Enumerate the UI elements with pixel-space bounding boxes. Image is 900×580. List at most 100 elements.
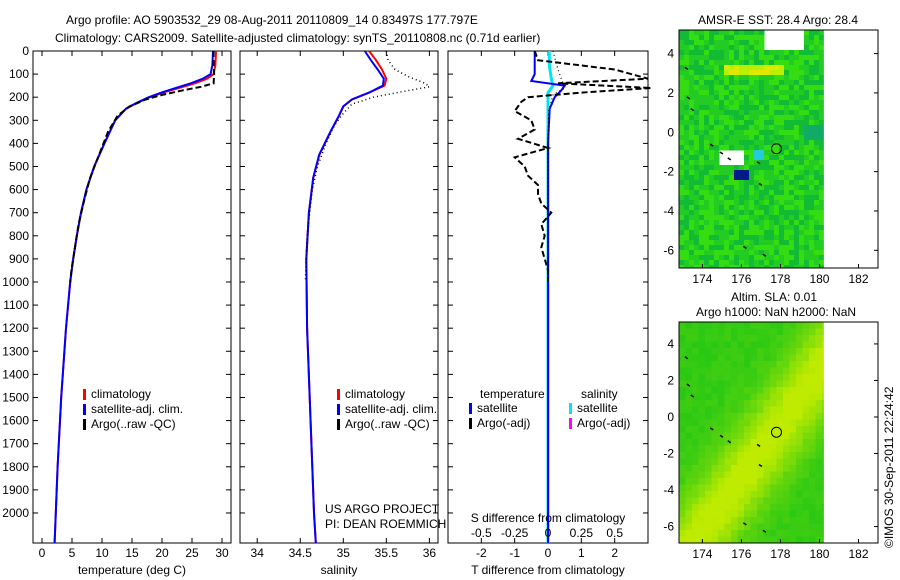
map-cell xyxy=(809,110,815,116)
map-cell xyxy=(776,406,784,414)
map-cell xyxy=(774,65,780,71)
map-cell xyxy=(759,75,765,81)
map-cell xyxy=(685,367,693,375)
map-cell xyxy=(770,400,777,407)
map-cell xyxy=(679,367,686,375)
map-cell xyxy=(759,125,765,131)
map-cell xyxy=(804,165,810,171)
map-cell xyxy=(739,170,745,176)
map-cell xyxy=(754,225,760,231)
map-cell xyxy=(718,374,725,381)
map-cell xyxy=(764,160,770,166)
map-cell xyxy=(689,205,695,211)
map-cell xyxy=(799,225,805,231)
map-cell xyxy=(711,536,719,543)
map-cell xyxy=(819,170,824,176)
map-cell xyxy=(759,200,765,206)
map-cell xyxy=(799,50,805,56)
map-cell xyxy=(799,140,805,146)
map-cell xyxy=(794,155,800,161)
map-cell xyxy=(684,235,690,241)
map-cell xyxy=(689,30,695,36)
map-cell xyxy=(684,205,690,211)
map-cell xyxy=(749,200,755,206)
map-cell xyxy=(737,406,745,414)
map-cell xyxy=(684,45,690,51)
map-cell xyxy=(804,215,810,221)
map-cell xyxy=(694,185,700,191)
map-cell xyxy=(744,335,751,342)
map-cell xyxy=(784,230,790,236)
map-cell xyxy=(802,478,810,485)
map-cell xyxy=(809,354,816,362)
map-cell xyxy=(764,235,770,241)
map-cell xyxy=(685,380,693,388)
map-cell xyxy=(711,445,719,453)
map-cell xyxy=(809,180,815,186)
map-cell xyxy=(705,419,712,427)
map-cell xyxy=(819,210,824,216)
map-cell xyxy=(698,387,706,394)
map-cell xyxy=(774,70,780,76)
map-cell xyxy=(718,380,725,388)
map-cell xyxy=(739,195,745,201)
map-cell xyxy=(774,175,780,181)
map-cell xyxy=(809,155,815,161)
map-cell xyxy=(685,530,693,537)
map-cell xyxy=(711,510,719,518)
map-cell xyxy=(744,426,751,433)
map-cell xyxy=(802,354,810,362)
y-tick-label: 0 xyxy=(667,410,674,424)
map-cell xyxy=(705,439,712,446)
map-cell xyxy=(774,195,780,201)
map-cell xyxy=(794,80,800,86)
map-cell xyxy=(739,120,745,126)
map-cell xyxy=(789,105,795,111)
map-cell xyxy=(819,90,824,96)
map-cell xyxy=(719,80,725,86)
map-cell xyxy=(744,406,751,414)
map-cell xyxy=(802,348,810,355)
map-cell xyxy=(679,471,686,479)
map-cell xyxy=(783,322,790,329)
map-cell xyxy=(759,115,765,121)
map-cell xyxy=(757,393,764,401)
y-tick-label: 400 xyxy=(9,136,29,150)
map-cell xyxy=(719,245,725,251)
map-cell xyxy=(689,100,695,106)
map-cell xyxy=(704,205,710,211)
map-cell xyxy=(750,354,758,362)
map-cell xyxy=(789,90,795,96)
map-cell xyxy=(731,413,738,420)
map-cell xyxy=(815,419,823,427)
map-cell xyxy=(779,90,785,96)
map-cell xyxy=(709,255,715,261)
map-cell xyxy=(739,110,745,116)
map-cell xyxy=(784,200,790,206)
map-cell xyxy=(724,400,732,407)
map-cell xyxy=(734,265,740,268)
coastline xyxy=(758,463,763,468)
map-cell xyxy=(719,170,725,176)
y-tick-label: 2 xyxy=(667,373,674,387)
y-tick-label: 100 xyxy=(9,67,29,81)
map-cell xyxy=(799,110,805,116)
map-cell xyxy=(692,478,699,485)
map-cell xyxy=(750,465,758,472)
map-cell xyxy=(759,135,765,141)
map-cell xyxy=(704,40,710,46)
map-cell xyxy=(729,115,735,121)
coastline xyxy=(758,182,763,187)
map-cell xyxy=(699,255,705,261)
map-cell xyxy=(764,135,770,141)
map-cell xyxy=(757,510,764,518)
map-cell xyxy=(802,517,810,524)
map-cell xyxy=(809,348,816,355)
map-cell xyxy=(774,160,780,166)
map-cell xyxy=(763,367,771,375)
map-cell xyxy=(804,60,810,66)
map-cell xyxy=(709,120,715,126)
map-cell xyxy=(763,380,771,388)
map-cell xyxy=(784,115,790,121)
map-cell xyxy=(724,245,730,251)
